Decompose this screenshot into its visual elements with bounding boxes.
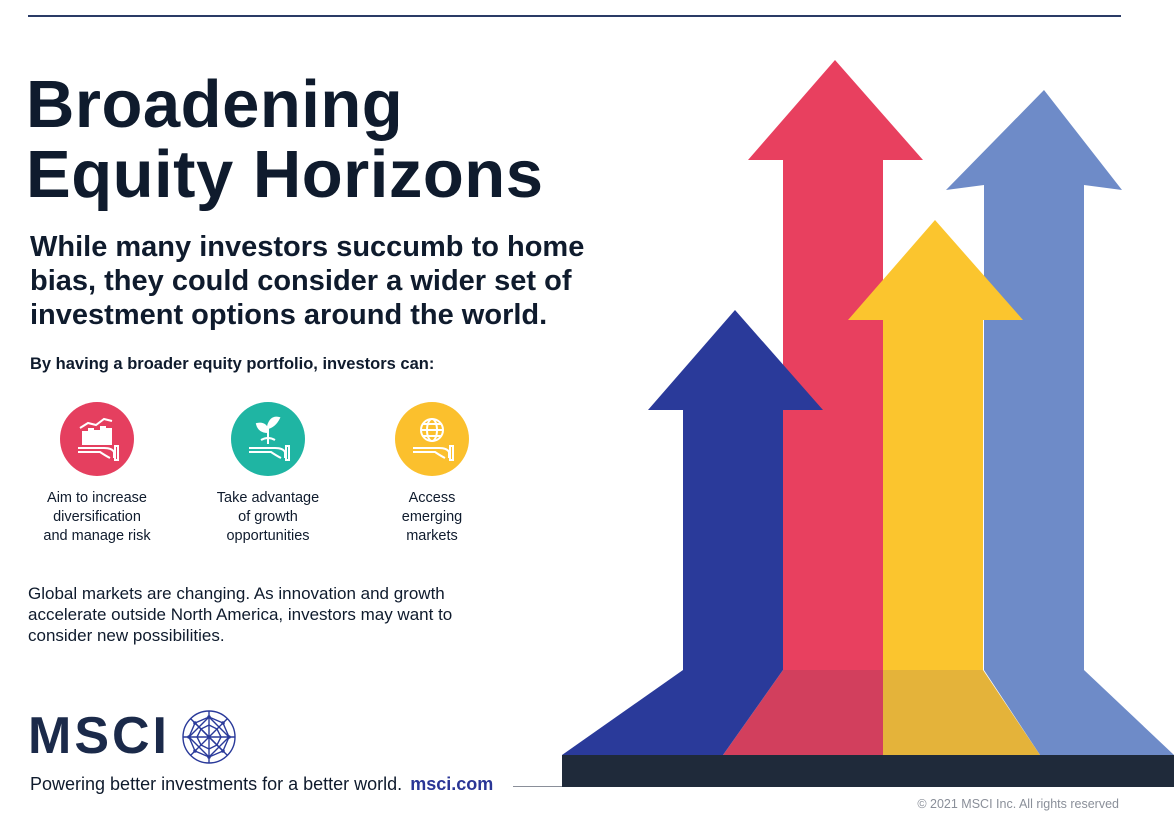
benefit-label-line: markets <box>406 528 458 544</box>
title-line-2: Equity Horizons <box>26 137 544 212</box>
page-title: Broadening Equity Horizons <box>26 70 543 210</box>
periwinkle-arrow <box>946 90 1174 755</box>
top-rule <box>28 15 1121 17</box>
benefit-label-line: Take advantage <box>216 490 320 506</box>
tagline: Powering better investments for a better… <box>30 774 493 795</box>
benefit-label-line: diversification <box>53 509 141 525</box>
navy-arrow <box>562 310 823 755</box>
copyright: © 2021 MSCI Inc. All rights reserved <box>917 797 1119 811</box>
msci-wordmark: MSCI <box>28 707 170 765</box>
benefit-label-line: and manage risk <box>43 528 151 544</box>
yellow-arrow <box>848 220 1040 755</box>
chart-hand-icon <box>60 402 134 476</box>
benefit-growth: Take advantage of growth opportunities <box>188 402 348 546</box>
benefit-label: Take advantage of growth opportunities <box>188 489 348 546</box>
msci-globe-icon <box>182 710 236 764</box>
benefit-label-line: emerging <box>401 509 463 525</box>
benefit-diversification: Aim to increase diversification and mana… <box>17 402 177 546</box>
benefit-emerging-markets: Access emerging markets <box>352 402 512 546</box>
sprout-hand-icon <box>231 402 305 476</box>
body-text: Global markets are changing. As innovati… <box>28 584 453 645</box>
globe-hand-icon <box>395 402 469 476</box>
lead-text: By having a broader equity portfolio, in… <box>30 355 435 373</box>
benefit-label: Access emerging markets <box>352 489 512 546</box>
benefit-label-line: of growth <box>238 509 298 525</box>
subtitle: While many investors succumb to home bia… <box>30 231 585 331</box>
tagline-rule <box>513 786 565 787</box>
title-line-1: Broadening <box>26 67 404 142</box>
website-link[interactable]: msci.com <box>410 774 494 794</box>
arrow-base <box>562 755 1174 787</box>
benefit-label-line: Aim to increase <box>47 490 147 506</box>
benefit-label-line: Access <box>408 490 456 506</box>
benefit-label-line: opportunities <box>226 528 310 544</box>
benefit-label: Aim to increase diversification and mana… <box>17 489 177 546</box>
tagline-text: Powering better investments for a better… <box>30 774 403 794</box>
red-arrow <box>723 60 923 755</box>
rising-arrows-illustration <box>562 60 1174 787</box>
